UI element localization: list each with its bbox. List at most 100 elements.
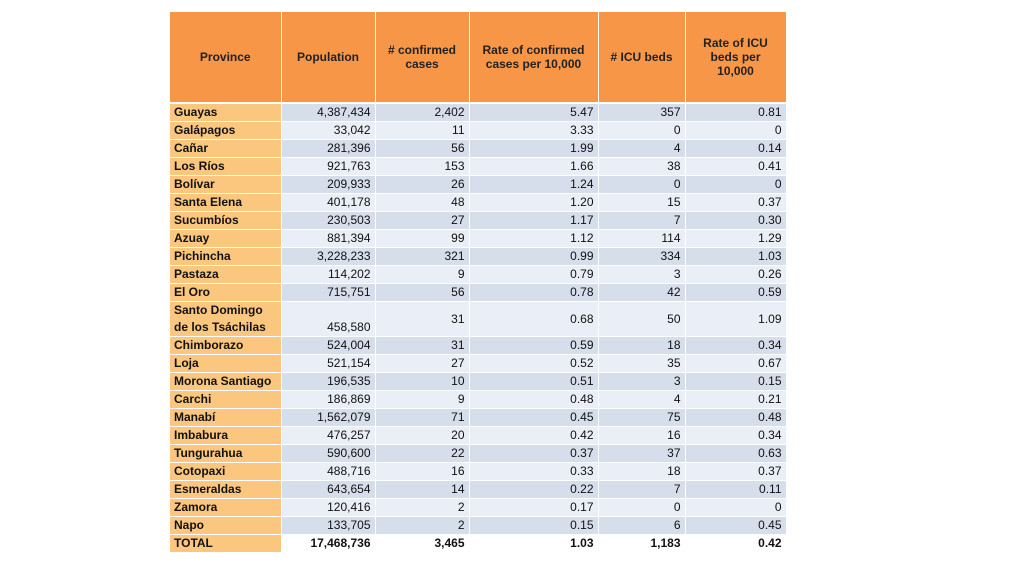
column-header: Rate of ICU beds per 10,000 bbox=[685, 12, 787, 104]
data-cell: 10 bbox=[375, 372, 470, 391]
data-cell: 0 bbox=[598, 121, 686, 140]
column-header: # ICU beds bbox=[598, 12, 686, 104]
table-row: Cañar 281,396 56 1.99 4 0.14 bbox=[170, 139, 787, 158]
data-cell: 0.34 bbox=[685, 426, 787, 445]
data-cell: 42 bbox=[598, 283, 686, 302]
data-cell: 921,763 bbox=[281, 157, 376, 176]
table-row: Los Ríos 921,763 153 1.66 38 0.41 bbox=[170, 157, 787, 176]
data-cell: 0 bbox=[598, 175, 686, 194]
province-cell: El Oro bbox=[170, 283, 282, 302]
data-cell: 521,154 bbox=[281, 354, 376, 373]
data-cell: 99 bbox=[375, 229, 470, 248]
data-cell: 715,751 bbox=[281, 283, 376, 302]
data-cell: 20 bbox=[375, 426, 470, 445]
province-cell: Imbabura bbox=[170, 426, 282, 445]
data-cell: 4 bbox=[598, 390, 686, 409]
data-cell: 0.51 bbox=[469, 372, 599, 391]
data-cell: 321 bbox=[375, 247, 470, 266]
data-cell: 476,257 bbox=[281, 426, 376, 445]
data-cell: 458,580 bbox=[281, 301, 376, 337]
data-cell: 153 bbox=[375, 157, 470, 176]
data-cell: 1,183 bbox=[598, 534, 686, 553]
data-cell: 16 bbox=[375, 462, 470, 481]
table-row: Bolívar 209,933 26 1.24 0 0 bbox=[170, 175, 787, 194]
data-cell: 0.42 bbox=[469, 426, 599, 445]
data-cell: 524,004 bbox=[281, 336, 376, 355]
data-cell: 0.68 bbox=[469, 301, 599, 337]
data-cell: 15 bbox=[598, 193, 686, 212]
column-header: Rate of confirmed cases per 10,000 bbox=[469, 12, 599, 104]
data-cell: 120,416 bbox=[281, 498, 376, 517]
data-cell: 0.48 bbox=[469, 390, 599, 409]
data-cell: 209,933 bbox=[281, 175, 376, 194]
table-body: Guayas 4,387,434 2,402 5.47 357 0.81 Galápagos… bbox=[170, 103, 787, 553]
data-cell: 2 bbox=[375, 516, 470, 535]
province-cell: Galápagos bbox=[170, 121, 282, 140]
data-cell: 56 bbox=[375, 283, 470, 302]
data-cell: 0 bbox=[598, 498, 686, 517]
data-cell: 7 bbox=[598, 211, 686, 230]
data-cell: 0.99 bbox=[469, 247, 599, 266]
table-row: Pichincha 3,228,233 321 0.99 334 1.03 bbox=[170, 247, 787, 266]
table-row: Pastaza 114,202 9 0.79 3 0.26 bbox=[170, 265, 787, 284]
data-cell: 590,600 bbox=[281, 444, 376, 463]
data-cell: 18 bbox=[598, 462, 686, 481]
data-cell: 0.30 bbox=[685, 211, 787, 230]
data-cell: 281,396 bbox=[281, 139, 376, 158]
data-cell: 3 bbox=[598, 265, 686, 284]
data-cell: 0.15 bbox=[469, 516, 599, 535]
data-cell: 3,465 bbox=[375, 534, 470, 553]
data-cell: 7 bbox=[598, 480, 686, 499]
data-cell: 0.59 bbox=[469, 336, 599, 355]
data-cell: 0.42 bbox=[685, 534, 787, 553]
data-cell: 0.81 bbox=[685, 103, 787, 122]
data-cell: 6 bbox=[598, 516, 686, 535]
data-cell: 334 bbox=[598, 247, 686, 266]
data-cell: 16 bbox=[598, 426, 686, 445]
table-row: Galápagos 33,042 11 3.33 0 0 bbox=[170, 121, 787, 140]
table-row: Santo Domingo de los Tsáchilas 458,580 31 0… bbox=[170, 301, 787, 337]
data-cell: 230,503 bbox=[281, 211, 376, 230]
province-cell: Morona Santiago bbox=[170, 372, 282, 391]
province-cell: Santa Elena bbox=[170, 193, 282, 212]
data-cell: 17,468,736 bbox=[281, 534, 376, 553]
data-cell: 0.52 bbox=[469, 354, 599, 373]
data-cell: 1.99 bbox=[469, 139, 599, 158]
data-cell: 9 bbox=[375, 390, 470, 409]
data-cell: 1.17 bbox=[469, 211, 599, 230]
data-cell: 1,562,079 bbox=[281, 408, 376, 427]
data-cell: 1.12 bbox=[469, 229, 599, 248]
data-cell: 0.37 bbox=[469, 444, 599, 463]
data-cell: 1.66 bbox=[469, 157, 599, 176]
data-cell: 35 bbox=[598, 354, 686, 373]
data-cell: 0.17 bbox=[469, 498, 599, 517]
data-cell: 0.33 bbox=[469, 462, 599, 481]
data-cell: 0 bbox=[685, 498, 787, 517]
table-row: Guayas 4,387,434 2,402 5.47 357 0.81 bbox=[170, 103, 787, 122]
data-cell: 4 bbox=[598, 139, 686, 158]
data-cell: 9 bbox=[375, 265, 470, 284]
data-cell: 1.20 bbox=[469, 193, 599, 212]
table-row: Manabí 1,562,079 71 0.45 75 0.48 bbox=[170, 408, 787, 427]
data-cell: 0.14 bbox=[685, 139, 787, 158]
table-header: Province Population # confirmed cases Rate … bbox=[170, 12, 787, 104]
data-cell: 0.63 bbox=[685, 444, 787, 463]
province-cell: Napo bbox=[170, 516, 282, 535]
table-row: Napo 133,705 2 0.15 6 0.45 bbox=[170, 516, 787, 535]
province-cell: Loja bbox=[170, 354, 282, 373]
data-cell: 48 bbox=[375, 193, 470, 212]
data-cell: 33,042 bbox=[281, 121, 376, 140]
table-row: Tungurahua 590,600 22 0.37 37 0.63 bbox=[170, 444, 787, 463]
table-row: Esmeraldas 643,654 14 0.22 7 0.11 bbox=[170, 480, 787, 499]
table-row: Zamora 120,416 2 0.17 0 0 bbox=[170, 498, 787, 517]
data-cell: 881,394 bbox=[281, 229, 376, 248]
header-row: Province Population # confirmed cases Rate … bbox=[170, 12, 787, 104]
province-cell: Sucumbíos bbox=[170, 211, 282, 230]
data-cell: 3,228,233 bbox=[281, 247, 376, 266]
data-cell: 488,716 bbox=[281, 462, 376, 481]
data-cell: 31 bbox=[375, 301, 470, 337]
data-table: Province Population # confirmed cases Rate … bbox=[170, 12, 787, 553]
table-row: Sucumbíos 230,503 27 1.17 7 0.30 bbox=[170, 211, 787, 230]
data-cell: 11 bbox=[375, 121, 470, 140]
